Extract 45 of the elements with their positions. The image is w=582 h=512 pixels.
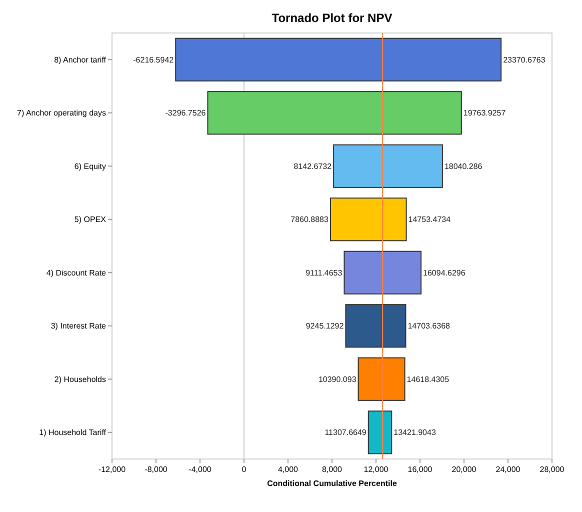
x-tick-label: 16,000 <box>408 465 433 474</box>
bar <box>345 304 406 348</box>
bar <box>368 410 392 454</box>
x-tick-label: 28,000 <box>540 465 565 474</box>
y-tick-label: 1) Household Tariff <box>39 428 107 438</box>
annotation: 9111.4653 <box>306 268 343 278</box>
x-tick-label: -4,000 <box>188 465 212 474</box>
bar <box>207 91 462 135</box>
x-tick-label: -12,000 <box>98 465 126 474</box>
bar <box>358 357 406 401</box>
bar <box>344 250 422 294</box>
annotation: -6216.5942 <box>133 55 174 64</box>
annotation: 10390.093 <box>318 374 357 384</box>
x-axis-title: Conditional Cumulative Percentile <box>267 479 398 488</box>
annotation: 14703.6368 <box>408 322 451 331</box>
annotation: 18040.286 <box>444 162 483 171</box>
annotation: 8142.6732 <box>294 162 332 171</box>
y-tick-label: 7) Anchor operating days <box>17 108 106 118</box>
bar <box>330 198 407 242</box>
x-tick-label: 4,000 <box>278 465 299 474</box>
y-tick-label: 4) Discount Rate <box>46 268 107 278</box>
annotation: 14753.4734 <box>408 215 452 224</box>
y-tick-label: 2) Households <box>54 374 106 384</box>
x-tick-label: 24,000 <box>496 465 521 474</box>
bar <box>175 38 502 82</box>
x-tick-label: 0 <box>242 465 247 474</box>
x-tick-label: 8,000 <box>322 465 343 474</box>
x-tick-label: 12,000 <box>364 465 389 474</box>
annotation: 23370.6763 <box>503 55 546 64</box>
annotation: -3296.7526 <box>165 108 206 118</box>
annotation: 19763.9257 <box>463 108 506 118</box>
y-tick-label: 8) Anchor tariff <box>54 55 107 64</box>
y-tick-label: 6) Equity <box>74 162 106 171</box>
annotation: 7860.8883 <box>290 215 330 224</box>
x-tick-label: 20,000 <box>452 465 477 474</box>
y-tick-label: 5) OPEX <box>74 215 107 224</box>
annotation: 16094.6296 <box>423 268 466 278</box>
x-tick-label: -8,000 <box>144 465 168 474</box>
bar <box>333 144 443 188</box>
y-tick-label: 3) Interest Rate <box>50 322 107 331</box>
annotation: 13421.9043 <box>394 428 436 438</box>
annotation: 14618.4305 <box>406 374 450 384</box>
chart-title: Tornado Plot for NPV <box>272 11 392 25</box>
annotation: 11307.6649 <box>324 428 367 438</box>
annotation: 9245.1292 <box>306 322 344 331</box>
